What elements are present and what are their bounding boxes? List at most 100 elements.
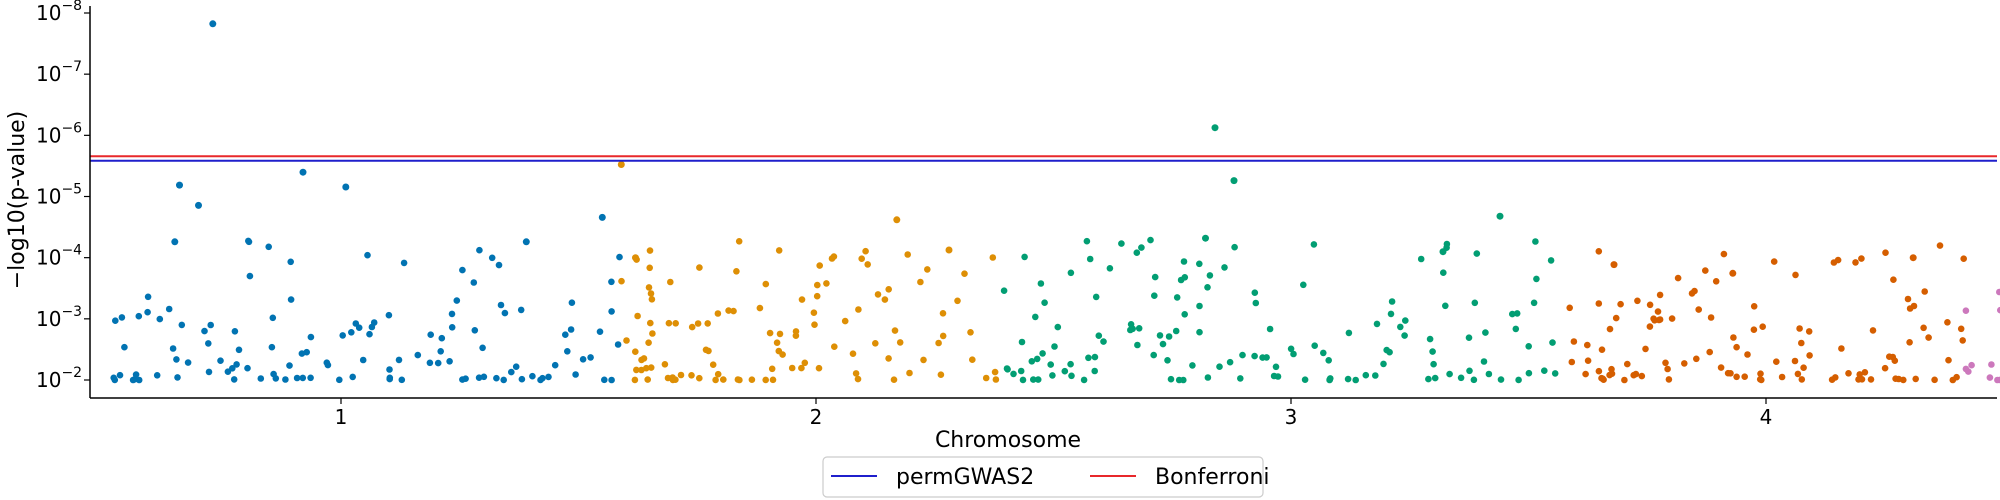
snp-point-chr1 bbox=[488, 254, 496, 262]
snp-point-chr2 bbox=[816, 262, 823, 269]
snp-point-chr4 bbox=[1744, 351, 1751, 358]
snp-point-chr2 bbox=[924, 266, 931, 273]
snp-point-chr1 bbox=[493, 374, 500, 382]
snp-point-chr3 bbox=[1387, 310, 1395, 318]
snp-point-chr1 bbox=[156, 315, 164, 323]
snp-point-chr3 bbox=[1204, 284, 1211, 291]
snp-point-chr1 bbox=[579, 356, 587, 363]
snp-point-chr4 bbox=[1921, 288, 1928, 295]
snp-point-chr3 bbox=[1480, 358, 1488, 365]
snp-point-chr1 bbox=[286, 362, 293, 369]
snp-point-chr2 bbox=[967, 329, 974, 336]
snp-point-chr2 bbox=[855, 306, 862, 313]
snp-point-chr3 bbox=[1239, 351, 1246, 359]
snp-peak-chr2 bbox=[893, 216, 901, 224]
snp-point-chr4 bbox=[1570, 338, 1578, 345]
snp-point-chr5 bbox=[1968, 361, 1975, 369]
snp-point-chr4 bbox=[1595, 248, 1603, 255]
y-tick-label: 10−5 bbox=[36, 182, 82, 209]
snp-point-chr1 bbox=[282, 376, 289, 383]
snp-point-chr3 bbox=[1457, 374, 1465, 382]
snp-point-chr2 bbox=[730, 307, 737, 315]
snp-point-chr4 bbox=[1642, 345, 1649, 353]
snp-point-chr3 bbox=[1549, 339, 1556, 346]
snp-point-chr4 bbox=[1706, 348, 1713, 356]
snp-point-chr2 bbox=[638, 356, 645, 364]
snp-point-chr3 bbox=[1095, 332, 1103, 340]
snp-point-chr3 bbox=[1513, 310, 1521, 317]
snp-point-chr4 bbox=[1959, 337, 1966, 344]
snp-point-chr1 bbox=[364, 251, 371, 259]
snp-point-chr3 bbox=[1133, 249, 1141, 256]
snp-point-chr3 bbox=[1086, 255, 1094, 263]
snp-point-chr2 bbox=[841, 317, 849, 325]
snp-point-chr2 bbox=[917, 278, 924, 286]
snp-point-chr1 bbox=[184, 359, 192, 366]
snp-point-chr2 bbox=[775, 247, 783, 254]
snp-point-chr4 bbox=[1646, 301, 1654, 309]
snp-point-chr4 bbox=[1920, 324, 1927, 332]
snp-point-chr3 bbox=[1100, 338, 1107, 345]
snp-point-chr3 bbox=[1465, 334, 1473, 342]
snp-point-chr3 bbox=[1344, 375, 1352, 383]
snp-point-chr2 bbox=[989, 254, 997, 261]
snp-point-chr4 bbox=[1566, 304, 1573, 312]
snp-point-chr1 bbox=[614, 341, 622, 348]
snp-point-chr3 bbox=[1091, 367, 1098, 375]
snp-point-chr3 bbox=[1138, 244, 1145, 251]
snp-point-chr2 bbox=[762, 376, 769, 384]
snp-point-chr1 bbox=[608, 308, 615, 315]
snp-point-chr1 bbox=[178, 321, 186, 329]
snp-point-chr4 bbox=[1805, 328, 1813, 335]
snp-point-chr1 bbox=[174, 374, 181, 381]
snp-point-chr1 bbox=[608, 376, 615, 384]
snp-point-chr3 bbox=[1017, 367, 1025, 375]
snp-point-chr4 bbox=[1895, 375, 1902, 383]
snp-point-chr2 bbox=[773, 339, 781, 347]
snp-point-chr4 bbox=[1617, 300, 1624, 308]
legend: permGWAS2 Bonferroni bbox=[822, 456, 1270, 498]
snp-point-chr2 bbox=[632, 348, 639, 356]
snp-point-chr3 bbox=[1525, 369, 1533, 377]
snp-point-chr4 bbox=[1906, 339, 1913, 346]
snp-point-chr2 bbox=[667, 278, 674, 286]
snp-point-chr3 bbox=[1482, 329, 1489, 336]
y-tick-label: 10−4 bbox=[36, 243, 82, 270]
snp-point-chr4 bbox=[1608, 365, 1615, 373]
snp-point-chr1 bbox=[517, 306, 525, 314]
snp-point-chr3 bbox=[1311, 342, 1318, 350]
snp-point-chr3 bbox=[1515, 376, 1522, 384]
snp-point-chr3 bbox=[1320, 349, 1327, 357]
snp-point-chr3 bbox=[1401, 332, 1408, 339]
snp-point-chr2 bbox=[937, 371, 945, 379]
x-tick-label: 4 bbox=[1760, 405, 1773, 429]
snp-point-chr4 bbox=[1621, 376, 1628, 384]
snp-point-chr4 bbox=[1904, 295, 1912, 303]
snp-point-chr1 bbox=[427, 331, 435, 339]
snp-point-chr2 bbox=[720, 376, 727, 383]
snp-point-chr3 bbox=[1485, 370, 1493, 378]
snp-point-chr4 bbox=[1720, 250, 1728, 258]
snp-point-chr3 bbox=[1080, 376, 1088, 384]
snp-point-chr3 bbox=[1151, 273, 1159, 281]
snp-point-chr2 bbox=[792, 332, 800, 340]
snp-point-chr2 bbox=[815, 364, 823, 372]
snp-point-chr1 bbox=[336, 376, 343, 384]
snp-point-chr3 bbox=[1380, 360, 1387, 368]
snp-point-chr3 bbox=[1028, 358, 1036, 365]
snp-point-chr1 bbox=[426, 359, 434, 367]
snp-point-chr2 bbox=[623, 337, 630, 344]
snp-point-chr1 bbox=[476, 246, 483, 254]
snp-peak-chr1 bbox=[299, 168, 307, 176]
snp-point-chr2 bbox=[982, 374, 990, 382]
y-axis-label: −log10(p-value) bbox=[5, 111, 30, 290]
snp-point-chr1 bbox=[386, 374, 394, 382]
snp-point-chr3 bbox=[1039, 350, 1046, 357]
snp-point-chr4 bbox=[1912, 375, 1919, 383]
snp-point-chr2 bbox=[813, 292, 821, 300]
snp-point-chr3 bbox=[1030, 376, 1037, 383]
snp-point-chr4 bbox=[1798, 376, 1806, 383]
snp-point-chr2 bbox=[618, 277, 625, 285]
snp-point-chr2 bbox=[661, 361, 669, 368]
